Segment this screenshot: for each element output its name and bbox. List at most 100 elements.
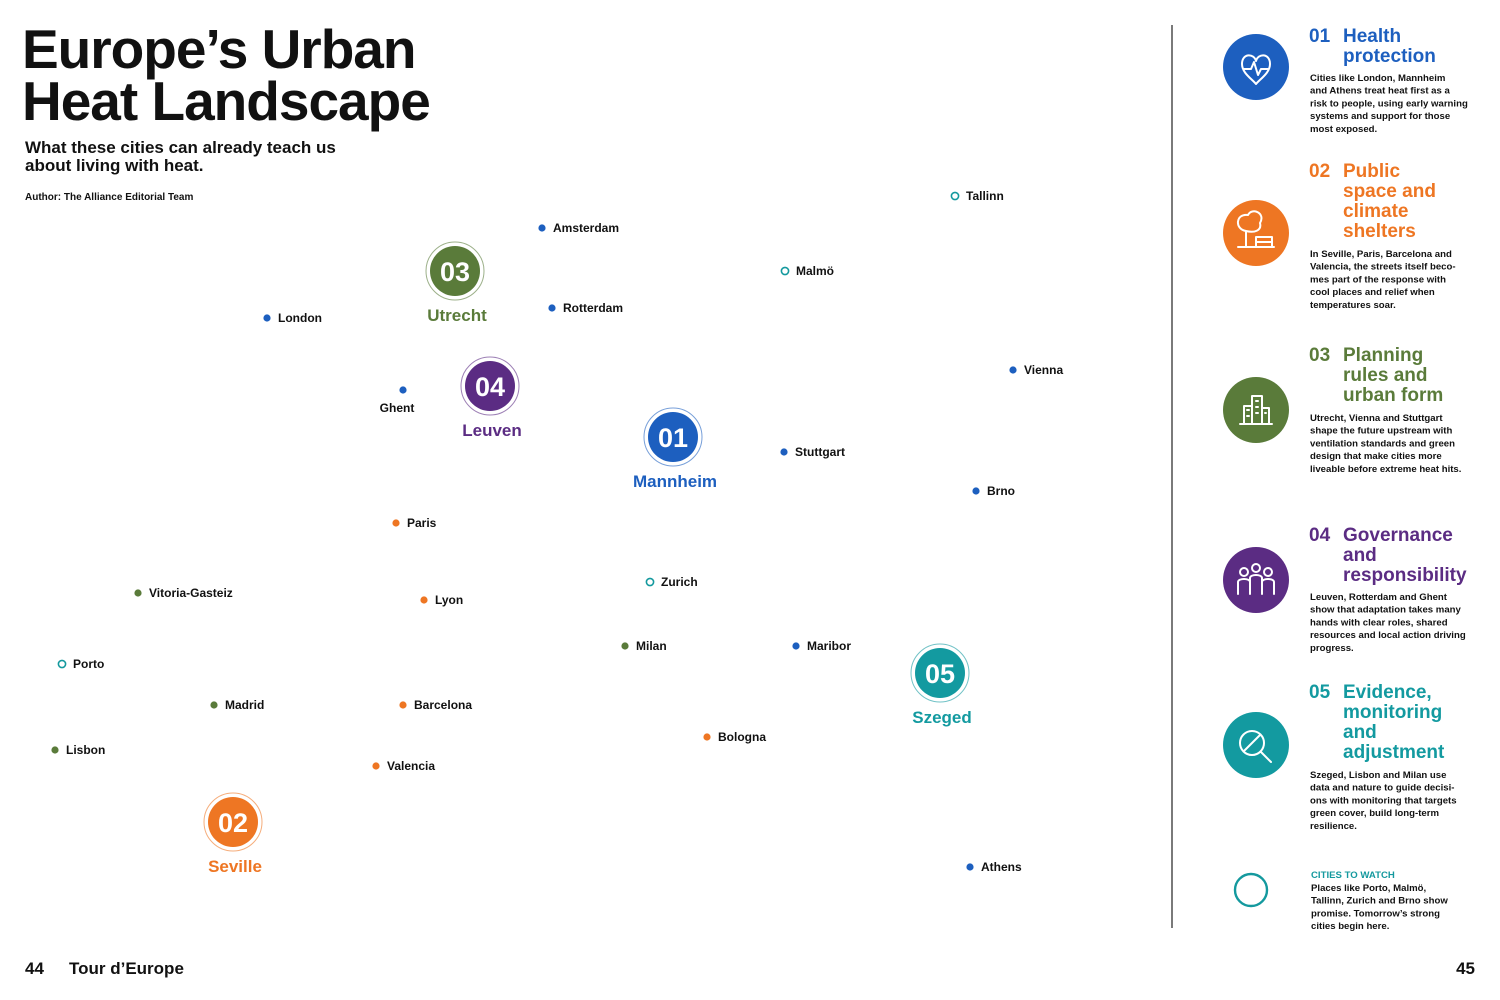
theme-title: and bbox=[1343, 722, 1377, 743]
city-label: Stuttgart bbox=[795, 445, 845, 459]
theme-text: data and nature to guide decisi- bbox=[1310, 783, 1454, 794]
city-label: Paris bbox=[407, 516, 437, 530]
theme-text: design that make cities more bbox=[1310, 451, 1442, 462]
city-label: Lisbon bbox=[66, 743, 105, 757]
city-dot bbox=[392, 519, 400, 527]
theme-text: resources and local action driving bbox=[1310, 630, 1466, 641]
city-label: Vienna bbox=[1024, 363, 1063, 377]
city-dot bbox=[210, 701, 218, 709]
page-number: 44 bbox=[25, 959, 44, 978]
city-label: Bologna bbox=[718, 730, 766, 744]
city-dot bbox=[399, 386, 407, 394]
featured-number: 01 bbox=[658, 423, 688, 453]
city-dot bbox=[703, 733, 711, 741]
city-dot bbox=[972, 487, 980, 495]
theme-number: 05 bbox=[1309, 682, 1331, 703]
city-dot bbox=[966, 863, 974, 871]
theme-title: monitoring bbox=[1343, 702, 1442, 723]
theme-title: Governance bbox=[1343, 525, 1453, 546]
watch-label: CITIES TO WATCH bbox=[1311, 870, 1395, 881]
featured-ring bbox=[425, 241, 485, 301]
theme-title: urban form bbox=[1343, 385, 1443, 406]
featured-badge bbox=[648, 412, 698, 462]
title: Europe’s Urban bbox=[22, 18, 415, 80]
city-dot bbox=[792, 642, 800, 650]
featured-name: Szeged bbox=[912, 708, 972, 727]
featured-ring bbox=[460, 356, 520, 416]
featured-number: 05 bbox=[925, 659, 955, 689]
city-label: Milan bbox=[636, 639, 667, 653]
theme-icon-glyph bbox=[1239, 395, 1273, 425]
city-dot bbox=[51, 746, 59, 754]
theme-title: Planning bbox=[1343, 345, 1423, 366]
watch-text: promise. Tomorrow’s strong bbox=[1311, 908, 1440, 919]
city-dot bbox=[780, 266, 790, 276]
theme-title: Public bbox=[1343, 161, 1400, 182]
watch-text: Places like Porto, Malmö, bbox=[1311, 883, 1427, 894]
city-label: Zurich bbox=[661, 575, 698, 589]
city-label: Madrid bbox=[225, 698, 264, 712]
theme-text: ons with monitoring that targets bbox=[1310, 795, 1457, 806]
featured-ring bbox=[203, 792, 263, 852]
theme-text: hands with clear roles, shared bbox=[1310, 617, 1448, 628]
city-dot bbox=[548, 304, 556, 312]
city-dot bbox=[399, 701, 407, 709]
city-label: Maribor bbox=[807, 639, 851, 653]
theme-text: most exposed. bbox=[1310, 124, 1377, 135]
theme-text: mes part of the response with bbox=[1310, 274, 1446, 285]
page-number: 45 bbox=[1456, 959, 1475, 978]
theme-title: and bbox=[1343, 545, 1377, 566]
city-label: Brno bbox=[987, 484, 1015, 498]
city-dot bbox=[950, 191, 960, 201]
theme-text: Szeged, Lisbon and Milan use bbox=[1310, 770, 1446, 781]
theme-title: shelters bbox=[1343, 221, 1416, 242]
watch-icon bbox=[1233, 872, 1269, 908]
featured-number: 04 bbox=[475, 372, 505, 402]
city-label: Tallinn bbox=[966, 189, 1004, 203]
featured-number: 03 bbox=[440, 257, 470, 287]
watch-text: cities begin here. bbox=[1311, 921, 1389, 932]
theme-number: 03 bbox=[1309, 345, 1330, 366]
city-label: Valencia bbox=[387, 759, 435, 773]
city-label: Amsterdam bbox=[553, 221, 619, 235]
theme-text: systems and support for those bbox=[1310, 111, 1450, 122]
theme-number: 02 bbox=[1309, 161, 1330, 182]
featured-badge bbox=[430, 246, 480, 296]
theme-text: temperatures soar. bbox=[1310, 300, 1396, 311]
featured-name: Seville bbox=[208, 857, 262, 876]
featured-name: Mannheim bbox=[633, 472, 717, 491]
city-dot bbox=[780, 448, 788, 456]
theme-icon bbox=[1223, 200, 1289, 266]
theme-text: cool places and relief when bbox=[1310, 287, 1435, 298]
city-label: Lyon bbox=[435, 593, 463, 607]
city-label: Ghent bbox=[380, 401, 415, 415]
featured-name: Leuven bbox=[462, 421, 522, 440]
theme-title: Evidence, bbox=[1343, 682, 1432, 703]
theme-icon-glyph bbox=[1237, 563, 1275, 595]
city-label: Athens bbox=[981, 860, 1022, 874]
author: Author: The Alliance Editorial Team bbox=[25, 192, 193, 203]
theme-text: liveable before extreme heat hits. bbox=[1310, 464, 1461, 475]
featured-number: 02 bbox=[218, 808, 248, 838]
title: Heat Landscape bbox=[22, 70, 430, 132]
theme-title: adjustment bbox=[1343, 742, 1445, 763]
subtitle: about living with heat. bbox=[25, 156, 204, 175]
theme-title: rules and bbox=[1343, 365, 1427, 386]
theme-text: Cities like London, Mannheim bbox=[1310, 73, 1445, 84]
city-label: Vitoria-Gasteiz bbox=[149, 586, 233, 600]
theme-icon bbox=[1223, 712, 1289, 778]
city-dot bbox=[372, 762, 380, 770]
theme-text: and Athens treat heat first as a bbox=[1310, 86, 1451, 97]
watch-text: Tallinn, Zurich and Brno show bbox=[1311, 896, 1448, 907]
city-label: Rotterdam bbox=[563, 301, 623, 315]
city-dot bbox=[57, 659, 67, 669]
city-label: London bbox=[278, 311, 322, 325]
city-dot bbox=[420, 596, 428, 604]
theme-text: resilience. bbox=[1310, 821, 1357, 832]
theme-number: 04 bbox=[1309, 525, 1331, 546]
theme-title: climate bbox=[1343, 201, 1408, 222]
featured-badge bbox=[208, 797, 258, 847]
featured-name: Utrecht bbox=[427, 306, 487, 325]
theme-text: Valencia, the streets itself beco- bbox=[1310, 262, 1456, 273]
